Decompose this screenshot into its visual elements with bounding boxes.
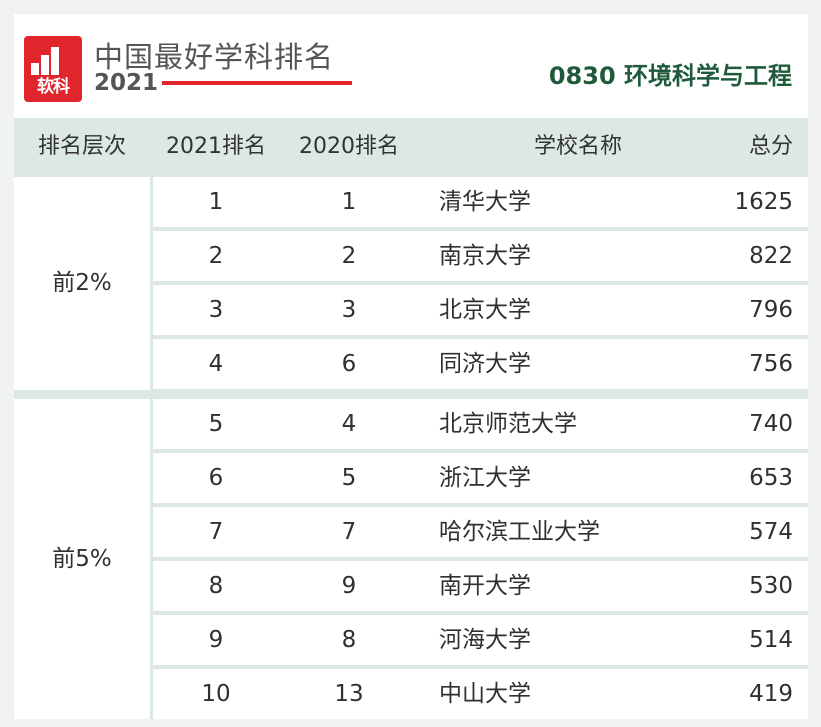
column-header-rank-2020: 2020排名 <box>299 134 399 159</box>
rank-2021: 6 <box>208 465 224 491</box>
tier-group-top2 <box>14 177 150 390</box>
tier-label: 前5% <box>52 546 112 572</box>
rank-2021: 10 <box>201 681 231 707</box>
total-score: 574 <box>749 519 793 545</box>
total-score: 822 <box>749 243 793 269</box>
rank-2020: 13 <box>334 681 364 707</box>
total-score: 653 <box>749 465 793 491</box>
tier-group-top5 <box>14 399 150 719</box>
school-name: 南开大学 <box>439 573 531 599</box>
total-score: 1625 <box>734 189 793 215</box>
table-row: 6 5 浙江大学 653 <box>153 453 808 503</box>
rank-2020: 8 <box>341 627 357 653</box>
tier-label: 前2% <box>52 270 112 296</box>
rank-2020: 1 <box>341 189 357 215</box>
total-score: 514 <box>749 627 793 653</box>
table-row: 8 9 南开大学 530 <box>153 561 808 611</box>
table-row: 3 3 北京大学 796 <box>153 285 808 335</box>
rank-2021: 3 <box>208 297 224 323</box>
rank-2021: 4 <box>208 351 224 377</box>
total-score: 740 <box>749 411 793 437</box>
school-name: 河海大学 <box>439 627 531 653</box>
ranking-title: 中国最好学科排名 <box>94 40 335 74</box>
rank-2020: 3 <box>341 297 357 323</box>
column-header-tier: 排名层次 <box>37 134 126 159</box>
table-row: 4 6 同济大学 756 <box>153 339 808 389</box>
rank-2020: 6 <box>341 351 357 377</box>
rank-2021: 8 <box>208 573 224 599</box>
table-row: 10 13 中山大学 419 <box>153 669 808 719</box>
rank-2021: 1 <box>208 189 224 215</box>
column-header-rank-2021: 2021排名 <box>166 134 266 159</box>
table-row: 7 7 哈尔滨工业大学 574 <box>153 507 808 557</box>
school-name: 清华大学 <box>439 189 531 215</box>
subject-title: 0830 环境科学与工程 <box>548 62 792 90</box>
ranking-year: 2021 <box>94 70 159 96</box>
header: 软科 中国最好学科排名 2021 0830 环境科学与工程 <box>14 14 808 118</box>
logo-text: 软科 <box>37 77 70 97</box>
rank-2021: 2 <box>208 243 224 269</box>
rank-2020: 4 <box>341 411 357 437</box>
logo-bars-icon <box>31 43 75 75</box>
school-name: 浙江大学 <box>439 465 531 491</box>
school-name: 哈尔滨工业大学 <box>439 519 600 545</box>
column-header-score: 总分 <box>748 134 793 159</box>
title-underline <box>162 81 352 85</box>
table-row: 5 4 北京师范大学 740 <box>153 399 808 449</box>
rank-2020: 7 <box>341 519 357 545</box>
rank-2020: 9 <box>341 573 357 599</box>
rank-2020: 5 <box>341 465 357 491</box>
shanghai-ranking-logo: 软科 <box>24 36 82 102</box>
school-name: 北京师范大学 <box>439 411 577 437</box>
school-name: 同济大学 <box>439 351 531 377</box>
ranking-card: 软科 中国最好学科排名 2021 0830 环境科学与工程 排名层次 2021排… <box>14 14 808 719</box>
total-score: 419 <box>749 681 793 707</box>
table-row: 1 1 清华大学 1625 <box>153 177 808 227</box>
rank-2021: 7 <box>208 519 224 545</box>
rank-2021: 5 <box>208 411 224 437</box>
rank-2020: 2 <box>341 243 357 269</box>
school-name: 南京大学 <box>439 243 531 269</box>
total-score: 530 <box>749 573 793 599</box>
rank-2021: 9 <box>208 627 224 653</box>
column-header-school: 学校名称 <box>534 134 623 159</box>
total-score: 796 <box>749 297 793 323</box>
school-name: 中山大学 <box>439 681 531 707</box>
table-row: 9 8 河海大学 514 <box>153 615 808 665</box>
school-name: 北京大学 <box>439 297 531 323</box>
total-score: 756 <box>749 351 793 377</box>
table-row: 2 2 南京大学 822 <box>153 231 808 281</box>
